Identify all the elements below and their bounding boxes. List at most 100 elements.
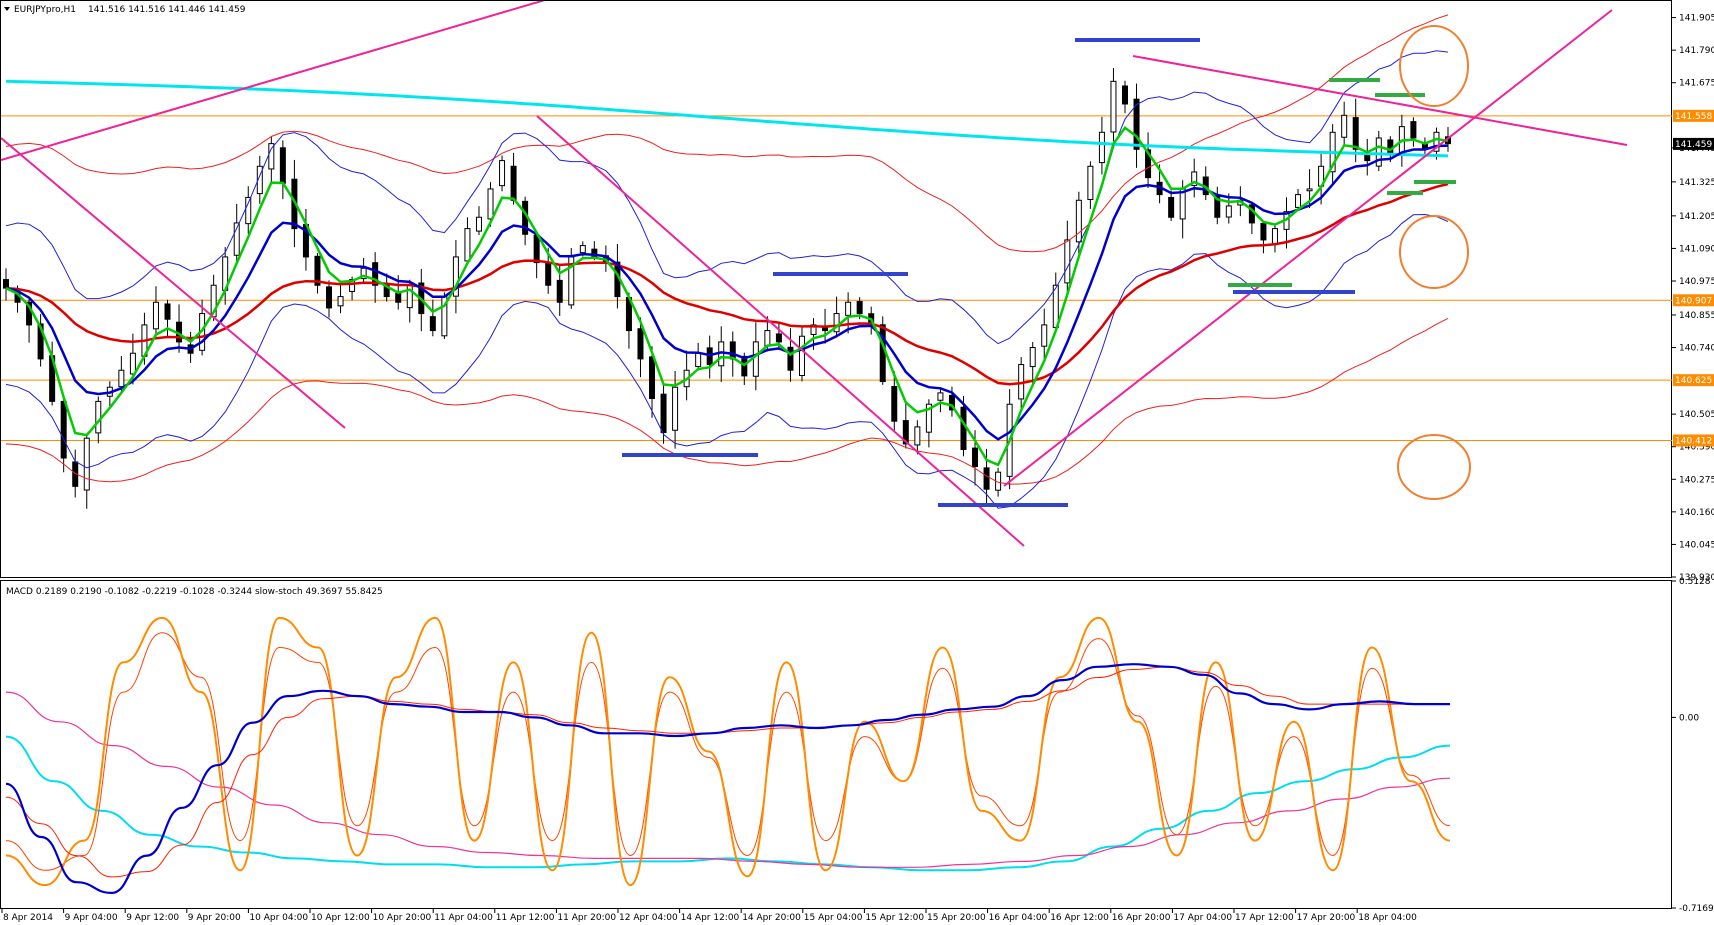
price-level-value: 140.625 [1675,376,1712,386]
price-tick-label: 140.160 [1679,508,1714,518]
price-tick-label: 141.790 [1679,46,1714,56]
time-tick-label: 18 Apr 04:00 [1358,913,1417,923]
candle-bear [891,386,898,422]
candle-bull [245,196,252,225]
candle-bear [326,286,333,309]
time-axis: 8 Apr 2014 9 Apr 04:00 9 Apr 12:00 9 Apr 20… [1,909,1417,923]
indicator-tick-label: 0.5128 [1679,577,1711,587]
candle-bear [660,393,667,434]
candle-bull [798,335,805,376]
candle-bull [695,352,702,367]
candle-bear [637,328,644,360]
candle-bull [464,228,471,262]
candle-bull [1433,131,1440,152]
candle-bull [1341,114,1348,138]
candle-bull [925,403,932,433]
slow-line-b [5,691,1451,868]
price-tick-label: 141.325 [1679,178,1714,188]
candle-bear [983,467,990,490]
candle-bear [545,262,552,286]
candle-bear [787,346,794,371]
candle-bear [164,303,171,320]
candle-bull [1375,137,1382,167]
slow-line-a [5,735,1451,872]
trend-line [1132,55,1628,146]
candle-bull [256,165,263,195]
price-tick-label: 140.855 [1679,311,1714,321]
candle-bear [1352,117,1359,150]
candle-bull [833,313,840,333]
candle-bear [26,301,33,326]
time-tick-label: 17 Apr 04:00 [1173,913,1232,923]
candle-bull [1087,165,1094,201]
candle-bear [395,292,402,303]
candle-bear [948,394,955,411]
candle-bear [510,165,517,201]
trend-line [536,115,1025,547]
price-level-value: 141.558 [1675,112,1712,122]
time-tick-label: 9 Apr 12:00 [126,913,179,923]
candle-bear [1260,222,1267,241]
price-level-value: 140.412 [1675,436,1712,446]
candle-bear [372,262,379,286]
ema-fast-line [5,126,1449,467]
time-tick-label: 15 Apr 04:00 [804,913,863,923]
candle-bull [1052,284,1059,328]
price-tick-label: 140.390 [1679,443,1714,453]
price-level-tag [1673,434,1714,447]
time-tick-label: 10 Apr 20:00 [373,913,432,923]
candle-bull [152,301,159,330]
candle-bear [1145,149,1152,179]
candle-bear [902,420,909,445]
bollinger-outer-lower [5,317,1449,485]
indicator-tick-label: -0.7169 [1679,904,1714,914]
current-price-tag [1673,137,1714,150]
candle-bull [752,341,759,377]
candle-bear [775,333,782,343]
bollinger-outer-upper [5,14,1449,253]
candle-bull [1075,199,1082,243]
candle-bull [1064,239,1071,284]
candle-bear [972,447,979,468]
time-tick-label: 11 Apr 20:00 [557,913,616,923]
time-tick-label: 16 Apr 12:00 [1050,913,1109,923]
price-tick-label: 140.740 [1679,344,1714,354]
dropdown-arrow-icon[interactable] [4,7,10,11]
candle-bull [672,386,679,431]
time-tick-label: 16 Apr 04:00 [989,913,1048,923]
price-tick-label: 141.905 [1679,14,1714,24]
candle-bull [1110,80,1117,133]
time-tick-label: 16 Apr 20:00 [1112,913,1171,923]
symbol-label: EURJPYpro,H1 [14,5,76,15]
time-tick-label: 10 Apr 04:00 [249,913,308,923]
price-level-tag [1673,374,1714,387]
candle-bull [499,160,506,187]
macd-pane[interactable] [0,580,1672,909]
candle-bear [279,147,286,184]
candle-bull [337,296,344,307]
time-tick-label: 14 Apr 12:00 [681,913,740,923]
candle-bull [764,330,771,347]
time-tick-label: 12 Apr 04:00 [619,913,678,923]
price-level-value: 140.907 [1675,296,1712,306]
candle-bull [1041,324,1048,347]
candle-bull [349,279,356,292]
candle-bull [1271,228,1278,245]
candle-bull [1225,205,1232,218]
indicator-plot [5,616,1451,895]
time-tick-label: 11 Apr 12:00 [496,913,555,923]
candle-bull [1306,188,1313,192]
macd-main-line [5,663,1450,895]
candle-bull [1098,131,1105,164]
time-tick-label: 9 Apr 20:00 [188,913,241,923]
candle-bull [1029,347,1036,368]
ohlc-values: 141.516 141.516 141.446 141.459 [88,5,246,15]
current-price-value: 141.459 [1675,140,1712,150]
price-tick-label: 141.205 [1679,212,1714,222]
candle-bear [960,406,967,451]
highlight-ellipse [1399,215,1469,289]
price-tick-label: 141.675 [1679,79,1714,89]
candle-bull [579,245,586,254]
